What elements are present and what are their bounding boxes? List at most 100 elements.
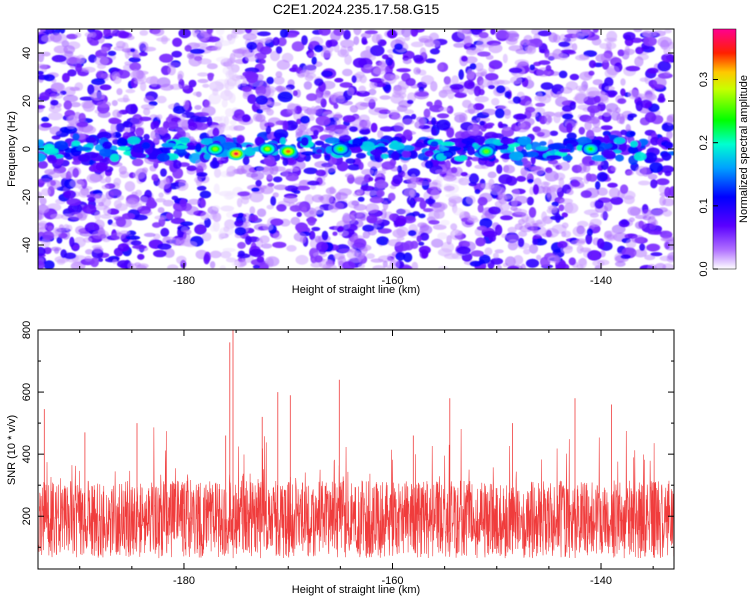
heatmap-cell (513, 255, 524, 265)
heatmap-cell (647, 173, 658, 180)
heatmap-cell (138, 51, 148, 57)
heatmap-cell (611, 111, 621, 121)
heatmap-cell (594, 199, 604, 209)
heatmap-cell (333, 129, 346, 137)
heatmap-cell (494, 200, 503, 208)
heatmap-band-cell (547, 143, 561, 150)
heatmap-cell (74, 32, 82, 38)
heatmap-cell (578, 126, 585, 135)
heatmap-cell (176, 255, 187, 265)
heatmap-cell (339, 82, 353, 88)
heatmap-cell (272, 232, 282, 240)
heatmap-cell (38, 104, 46, 110)
heatmap-cell (41, 188, 51, 196)
heatmap-cell (166, 212, 173, 220)
heatmap-band-cell (509, 151, 524, 161)
heatmap-cell (130, 201, 143, 210)
heatmap-cell (410, 173, 417, 184)
heatmap-band-cell (630, 140, 638, 148)
heatmap-cell (431, 117, 437, 126)
heatmap-band-cell (175, 145, 188, 150)
heatmap-cell (541, 211, 548, 223)
heatmap-cell (469, 63, 477, 70)
heatmap-band-cell (314, 140, 325, 146)
heatmap-cell (561, 212, 568, 218)
heatmap-cell (251, 187, 260, 192)
heatmap-cell (424, 160, 434, 169)
heatmap-cell (282, 158, 289, 166)
y-tick-label: 40 (21, 47, 33, 59)
heatmap-cell (607, 182, 618, 188)
heatmap-cell (51, 135, 61, 140)
heatmap-cell (646, 67, 659, 74)
y-tick-label: -40 (21, 237, 33, 253)
heatmap-cell (167, 121, 179, 129)
heatmap-cell (558, 204, 565, 212)
heatmap-cell (213, 183, 220, 194)
snr-series-line (38, 427, 674, 559)
heatmap-cell (488, 59, 503, 70)
heatmap-cell (209, 225, 217, 232)
heatmap-cell (490, 257, 504, 265)
heatmap-cell (262, 223, 274, 231)
heatmap-cell (110, 123, 117, 133)
heatmap-cell (558, 70, 568, 79)
heatmap-cell (523, 117, 535, 126)
heatmap-cell (626, 170, 634, 176)
heatmap-cell (311, 56, 317, 65)
heatmap-cell (413, 54, 424, 63)
heatmap-cell (530, 165, 546, 176)
heatmap-cell (495, 85, 506, 94)
heatmap-band-cell (613, 137, 626, 145)
heatmap-cell (479, 217, 493, 229)
heatmap-cell (254, 136, 264, 146)
heatmap-cell (587, 105, 601, 114)
heatmap-cell (449, 83, 464, 90)
heatmap-cell (266, 76, 275, 85)
heatmap-cell (407, 182, 417, 189)
heatmap-cell (508, 67, 523, 74)
heatmap-band-cell (615, 154, 624, 162)
heatmap-cell (379, 95, 391, 100)
heatmap-cell (361, 36, 368, 45)
heatmap-cell (596, 238, 605, 249)
heatmap-cell (38, 204, 50, 214)
heatmap-cell (207, 72, 215, 78)
heatmap-cell (660, 236, 674, 242)
x-tick-label: -160 (381, 575, 403, 587)
heatmap-cell (442, 85, 452, 92)
heatmap-cell (276, 204, 287, 212)
heatmap-cell (133, 80, 147, 85)
heatmap-cell (135, 189, 143, 197)
heatmap-cell (66, 198, 82, 206)
heatmap-cell (666, 130, 673, 140)
heatmap-cell (203, 253, 210, 265)
heatmap-cell (159, 53, 174, 63)
heatmap-cell (393, 122, 405, 132)
heatmap-cell (545, 64, 552, 72)
heatmap-cell (412, 197, 425, 202)
heatmap-cell (125, 104, 138, 115)
heatmap-cell (575, 54, 590, 61)
heatmap-cell (437, 232, 448, 240)
heatmap-cell (167, 264, 179, 269)
heatmap-cell (548, 184, 563, 193)
heatmap-cell (619, 116, 625, 125)
heatmap-band-cell (627, 145, 639, 154)
heatmap-cell (130, 48, 136, 53)
heatmap-cell (231, 29, 244, 35)
heatmap-band-cell (525, 143, 532, 151)
heatmap-cell (357, 196, 365, 202)
heatmap-cell (352, 57, 368, 68)
heatmap-cell (124, 181, 136, 192)
heatmap-cell (436, 113, 450, 119)
heatmap-cell (570, 180, 581, 188)
heatmap-cell (313, 129, 319, 137)
heatmap-cell (289, 205, 302, 212)
heatmap-cell (146, 197, 156, 208)
heatmap-cell (93, 193, 107, 204)
heatmap-cell (431, 238, 444, 248)
heatmap-cell (474, 96, 489, 103)
heatmap-cell (555, 263, 570, 269)
heatmap-cell (225, 257, 237, 263)
